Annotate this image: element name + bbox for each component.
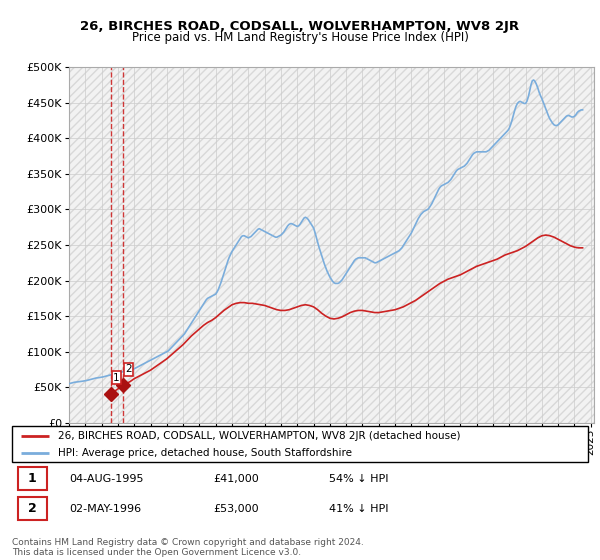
Text: 2: 2 [28,502,37,515]
Text: 2: 2 [125,365,132,374]
FancyBboxPatch shape [12,426,588,462]
Text: £41,000: £41,000 [214,474,259,484]
FancyBboxPatch shape [18,497,47,520]
Text: 41% ↓ HPI: 41% ↓ HPI [329,503,388,514]
Text: 1: 1 [113,373,120,383]
Text: £53,000: £53,000 [214,503,259,514]
Text: Price paid vs. HM Land Registry's House Price Index (HPI): Price paid vs. HM Land Registry's House … [131,31,469,44]
Text: 26, BIRCHES ROAD, CODSALL, WOLVERHAMPTON, WV8 2JR: 26, BIRCHES ROAD, CODSALL, WOLVERHAMPTON… [80,20,520,32]
Text: 54% ↓ HPI: 54% ↓ HPI [329,474,388,484]
Text: 1: 1 [28,473,37,486]
Text: Contains HM Land Registry data © Crown copyright and database right 2024.
This d: Contains HM Land Registry data © Crown c… [12,538,364,557]
Text: 26, BIRCHES ROAD, CODSALL, WOLVERHAMPTON, WV8 2JR (detached house): 26, BIRCHES ROAD, CODSALL, WOLVERHAMPTON… [58,431,461,441]
Text: 04-AUG-1995: 04-AUG-1995 [70,474,144,484]
Text: HPI: Average price, detached house, South Staffordshire: HPI: Average price, detached house, Sout… [58,448,352,458]
Text: 02-MAY-1996: 02-MAY-1996 [70,503,142,514]
FancyBboxPatch shape [18,468,47,490]
